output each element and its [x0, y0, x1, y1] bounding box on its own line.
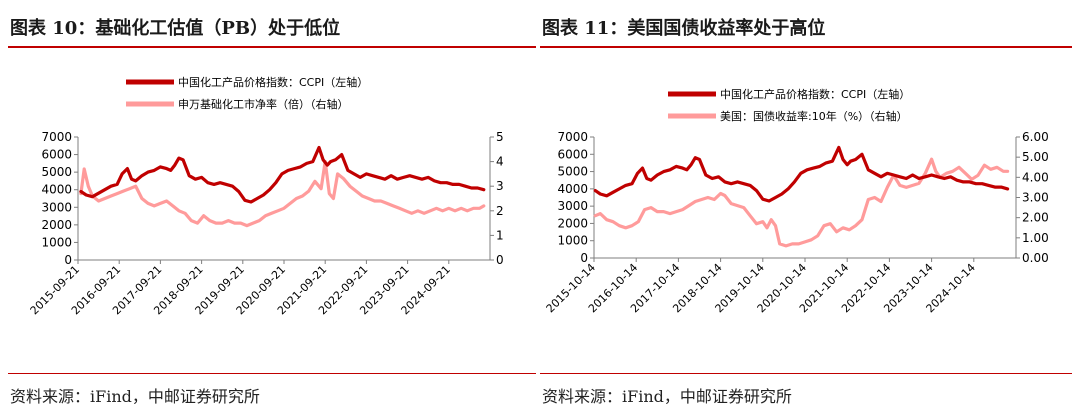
title-rule	[8, 46, 536, 48]
y-tick-label-right: 3	[496, 179, 504, 193]
y-tick-label-left: 4000	[41, 183, 72, 197]
source-note: 资料来源：iFind，中邮证券研究所	[10, 387, 260, 406]
y-tick-label-right: 2.00	[1022, 211, 1049, 225]
y-tick-label-left: 6000	[557, 147, 588, 161]
y-tick-label-right: 2	[496, 204, 504, 218]
y-tick-label-right: 5.00	[1022, 150, 1049, 164]
chart-right: 中国化工产品价格指数：CCPI（左轴） 美国：国债收益率:10年（%）（右轴） 0 1…	[544, 87, 1049, 315]
y-tick-label-right: 0	[496, 253, 504, 267]
chart-title: 图表 10：基础化工估值（PB）处于低位	[10, 18, 341, 39]
y-tick-label-left: 5000	[557, 165, 588, 179]
source-rule	[540, 373, 1072, 374]
y-tick-label-left: 7000	[557, 130, 588, 144]
legend-label: 中国化工产品价格指数：CCPI（左轴）	[720, 87, 910, 101]
y-tick-label-right: 0.00	[1022, 251, 1049, 265]
y-tick-label-left: 6000	[41, 148, 72, 162]
y-tick-label-left: 3000	[41, 200, 72, 214]
series-line-ccpi	[79, 145, 486, 204]
y-tick-label-left: 4000	[557, 182, 588, 196]
y-tick-label-left: 5000	[41, 165, 72, 179]
source-rule	[8, 373, 536, 374]
legend-label: 申万基础化工市净率（倍）（右轴）	[178, 97, 349, 111]
legend-label: 美国：国债收益率:10年（%）（右轴）	[720, 109, 908, 123]
legend-label: 中国化工产品价格指数：CCPI（左轴）	[178, 75, 368, 89]
y-tick-label-right: 5	[496, 130, 504, 144]
y-tick-label-left: 0	[64, 253, 72, 267]
y-tick-label-left: 1000	[41, 235, 72, 249]
y-tick-label-right: 3.00	[1022, 191, 1049, 205]
y-tick-label-left: 1000	[557, 234, 588, 248]
y-tick-label-left: 0	[580, 251, 588, 265]
series-line-secondary	[593, 157, 1010, 248]
y-tick-label-left: 3000	[557, 199, 588, 213]
title-rule	[540, 46, 1072, 48]
y-tick-label-left: 2000	[557, 216, 588, 230]
source-note: 资料来源：iFind，中邮证券研究所	[542, 387, 792, 406]
chart-left: 中国化工产品价格指数：CCPI（左轴） 申万基础化工市净率（倍）（右轴） 0 1000…	[28, 75, 504, 317]
series-line-secondary	[79, 159, 486, 228]
series-line-ccpi	[593, 145, 1010, 203]
chart-panel-right: 图表 11：美国国债收益率处于高位 中国化工产品价格指数：CCPI（左轴） 美国：…	[540, 0, 1072, 418]
y-tick-label-left: 7000	[41, 130, 72, 144]
chart-panel-left: 图表 10：基础化工估值（PB）处于低位 中国化工产品价格指数：CCPI（左轴）…	[8, 0, 540, 418]
y-tick-label-left: 2000	[41, 218, 72, 232]
y-tick-label-right: 4.00	[1022, 170, 1049, 184]
y-tick-label-right: 1.00	[1022, 231, 1049, 245]
y-tick-label-right: 1	[496, 228, 504, 242]
y-tick-label-right: 4	[496, 155, 504, 169]
y-tick-label-right: 6.00	[1022, 130, 1049, 144]
chart-title: 图表 11：美国国债收益率处于高位	[542, 18, 826, 39]
